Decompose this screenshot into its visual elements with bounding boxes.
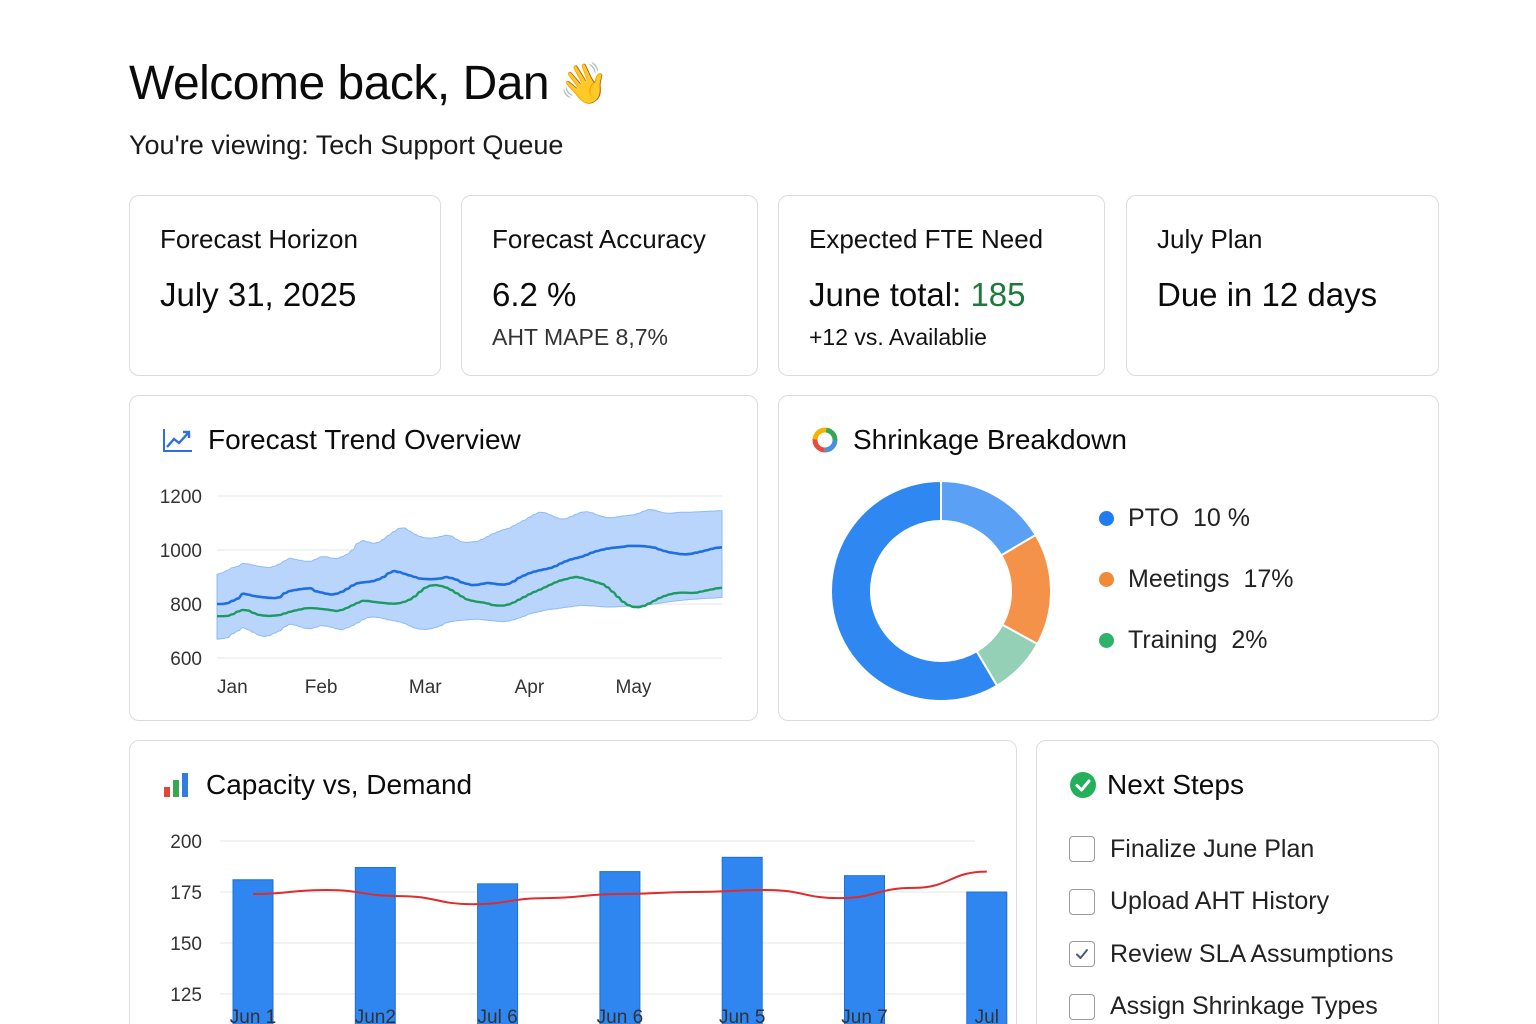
kpi-card-forecast-accuracy[interactable]: Forecast Accuracy 6.2 % AHT MAPE 8,7% (461, 195, 758, 376)
legend-dot (1099, 572, 1114, 587)
capacity-bar (599, 871, 641, 1024)
legend-item-pto: PTO 10 % (1099, 488, 1294, 549)
x-tick-label: Jun 5 (719, 1007, 765, 1024)
capacity-bar (354, 867, 396, 1024)
y-tick-label: 125 (170, 985, 202, 1006)
card-title: Shrinkage Breakdown (853, 424, 1127, 455)
legend-item-training: Training 2% (1099, 610, 1294, 671)
x-tick-label: Feb (305, 677, 338, 698)
trend-up-icon (162, 426, 194, 454)
forecast-trend-chart: 1200 1000 800 600 Jan Feb Mar Apr May (160, 487, 723, 698)
legend-item-meetings: Meetings 17% (1099, 549, 1294, 610)
kpi-subtext: +12 vs. Availablie (809, 324, 987, 350)
x-tick-label: Mar (409, 677, 442, 698)
step-upload-aht-history[interactable]: Upload AHT History (1069, 876, 1393, 929)
shrinkage-card: Shrinkage Breakdown PTO 10 % Meetings 17… (778, 395, 1439, 721)
kpi-value: June total: 185 (809, 276, 1026, 314)
step-assign-shrinkage-types[interactable]: Assign Shrinkage Types (1069, 981, 1393, 1024)
card-title: Next Steps (1107, 769, 1244, 800)
actual-line (216, 575, 723, 618)
legend-value: 10 % (1192, 504, 1250, 532)
legend-dot (1099, 511, 1114, 526)
welcome-text: Welcome back, Dan (129, 57, 550, 110)
kpi-value-prefix: June total: (809, 276, 962, 313)
kpi-label: July Plan (1157, 224, 1263, 254)
kpi-label: Forecast Horizon (160, 224, 358, 254)
legend-label: Meetings (1128, 565, 1230, 593)
kpi-card-forecast-horizon[interactable]: Forecast Horizon July 31, 2025 (129, 195, 441, 376)
x-tick-label: Jun 6 (597, 1007, 643, 1024)
capacity-bar (721, 856, 763, 1024)
checkbox[interactable] (1069, 888, 1095, 915)
capacity-demand-card: Capacity vs, Demand 200 175 150 125 Jun 1 Jun… (129, 740, 1017, 1024)
welcome-title: Welcome back, Dan 👋 (129, 56, 609, 111)
next-steps-list: Finalize June Plan Upload AHT History Re… (1069, 823, 1393, 1024)
x-tick-label: Jun2 (355, 1007, 396, 1024)
step-label: Upload AHT History (1110, 887, 1330, 916)
kpi-value: Due in 12 days (1157, 276, 1378, 313)
step-label: Assign Shrinkage Types (1110, 992, 1378, 1021)
check-circle-icon (1069, 771, 1097, 799)
bar-chart-icon (162, 771, 192, 799)
x-tick-label: Jun 7 (841, 1007, 887, 1024)
kpi-card-expected-fte[interactable]: Expected FTE Need June total: 185 +12 vs… (778, 195, 1105, 376)
legend-value: 17% (1243, 565, 1294, 593)
y-tick-label: 600 (170, 649, 202, 670)
y-tick-label: 1200 (160, 487, 202, 508)
kpi-value-highlight: 185 (970, 276, 1026, 313)
donut-slice-remaining (830, 479, 999, 702)
legend-label: Training (1128, 626, 1218, 654)
y-tick-label: 800 (170, 595, 202, 616)
step-label: Review SLA Assumptions (1110, 939, 1394, 968)
y-tick-label: 175 (170, 883, 202, 904)
checkmark-icon (1076, 949, 1088, 960)
kpi-label: Expected FTE Need (809, 224, 1044, 254)
card-header: Forecast Trend Overview (162, 424, 521, 456)
card-header: Next Steps (1069, 769, 1244, 801)
next-steps-card: Next Steps Finalize June Plan Upload AHT… (1036, 740, 1439, 1024)
step-review-sla-assumptions[interactable]: Review SLA Assumptions (1069, 928, 1393, 981)
forecast-line (216, 544, 723, 606)
forecast-trend-card: Forecast Trend Overview 1200 1000 800 600 Ja… (129, 395, 758, 721)
donut-icon (811, 426, 839, 454)
y-tick-label: 150 (170, 934, 202, 955)
queue-subtitle: You're viewing: Tech Support Queue (129, 130, 564, 160)
checkbox-checked[interactable] (1069, 941, 1095, 968)
kpi-value: July 31, 2025 (160, 276, 357, 313)
capacity-bar (844, 875, 885, 1024)
capacity-demand-chart: 200 175 150 125 Jun 1 Jun2 Jul 6 Jun 6 Jun 5 Jun … (170, 832, 1008, 1024)
capacity-bar (232, 879, 274, 1024)
wave-icon: 👋 (559, 62, 609, 106)
capacity-bar (477, 883, 519, 1024)
capacity-bar (966, 891, 1008, 1024)
step-finalize-june-plan[interactable]: Finalize June Plan (1069, 823, 1393, 876)
card-title: Capacity vs, Demand (206, 769, 473, 800)
step-label: Finalize June Plan (1110, 834, 1315, 863)
shrinkage-donut-chart (830, 479, 1052, 702)
legend-label: PTO (1128, 504, 1179, 532)
kpi-value: 6.2 % (492, 276, 577, 313)
card-title: Forecast Trend Overview (208, 424, 521, 455)
shrinkage-legend: PTO 10 % Meetings 17% Training 2% (1099, 488, 1294, 671)
checkbox[interactable] (1069, 993, 1095, 1020)
y-tick-label: 200 (170, 832, 202, 853)
demand-line (252, 870, 987, 906)
x-tick-label: Jan (217, 677, 248, 698)
kpi-label: Forecast Accuracy (492, 224, 706, 254)
checkbox[interactable] (1069, 836, 1095, 863)
x-tick-label: Jul (975, 1007, 999, 1024)
x-tick-label: Apr (515, 677, 545, 698)
kpi-card-july-plan[interactable]: July Plan Due in 12 days (1126, 195, 1439, 376)
x-tick-label: Jun 1 (230, 1007, 276, 1024)
legend-dot (1099, 633, 1114, 648)
x-tick-label: Jul 6 (478, 1007, 518, 1024)
y-tick-label: 1000 (160, 541, 202, 562)
kpi-subtext: AHT MAPE 8,7% (492, 324, 668, 350)
card-header: Shrinkage Breakdown (811, 424, 1127, 456)
confidence-band (216, 508, 723, 640)
card-header: Capacity vs, Demand (162, 769, 472, 801)
legend-value: 2% (1231, 626, 1268, 654)
x-tick-label: May (616, 677, 652, 698)
